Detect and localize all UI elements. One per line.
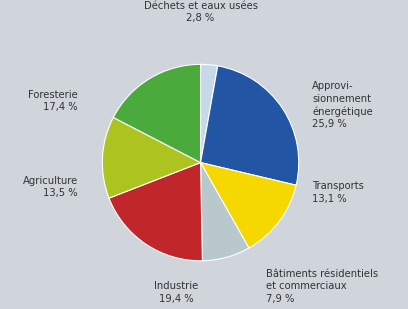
Text: Industrie
19,4 %: Industrie 19,4 % xyxy=(154,281,198,304)
Wedge shape xyxy=(201,66,299,185)
Wedge shape xyxy=(109,163,202,261)
Wedge shape xyxy=(113,64,201,163)
Text: Foresterie
17,4 %: Foresterie 17,4 % xyxy=(28,90,78,112)
Text: Bâtiments résidentiels
et commerciaux
7,9 %: Bâtiments résidentiels et commerciaux 7,… xyxy=(266,269,378,304)
Wedge shape xyxy=(201,163,296,248)
Text: Agriculture
13,5 %: Agriculture 13,5 % xyxy=(22,176,78,198)
Text: Déchets et eaux usées
2,8 %: Déchets et eaux usées 2,8 % xyxy=(144,1,257,23)
Text: Approvi-
sionnement
énergétique
25,9 %: Approvi- sionnement énergétique 25,9 % xyxy=(313,81,373,129)
Wedge shape xyxy=(102,117,201,198)
Wedge shape xyxy=(201,64,218,163)
Wedge shape xyxy=(201,163,249,261)
Text: Transports
13,1 %: Transports 13,1 % xyxy=(313,181,364,204)
